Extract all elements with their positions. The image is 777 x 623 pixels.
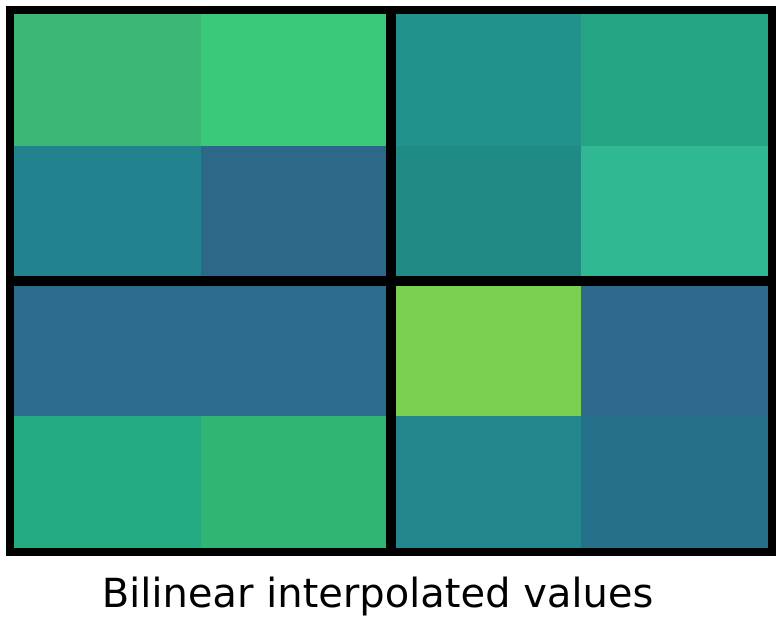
grid-cell-r3-c3 bbox=[581, 416, 772, 552]
grid-cell-r0-c0 bbox=[11, 11, 202, 147]
grid-cell-r2-c3 bbox=[581, 281, 772, 417]
grid-cell-r3-c2 bbox=[391, 416, 582, 552]
grid-cell-r0-c3 bbox=[581, 11, 772, 147]
grid-cell-r2-c2 bbox=[391, 281, 582, 417]
grid-cell-r1-c2 bbox=[391, 146, 582, 282]
grid-cell-r3-c0 bbox=[11, 416, 202, 552]
grid-cell-r1-c3 bbox=[581, 146, 772, 282]
grid-cell-r1-c0 bbox=[11, 146, 202, 282]
figure-caption: Bilinear interpolated values bbox=[101, 571, 654, 617]
grid-cell-r3-c1 bbox=[201, 416, 392, 552]
grid-cell-r0-c2 bbox=[391, 11, 582, 147]
pooling-grid-figure bbox=[6, 6, 776, 556]
grid-cell-r1-c1 bbox=[201, 146, 392, 282]
grid-cell-r2-c1 bbox=[201, 281, 392, 417]
grid-cell-r0-c1 bbox=[201, 11, 392, 147]
grid-cell-r2-c0 bbox=[11, 281, 202, 417]
